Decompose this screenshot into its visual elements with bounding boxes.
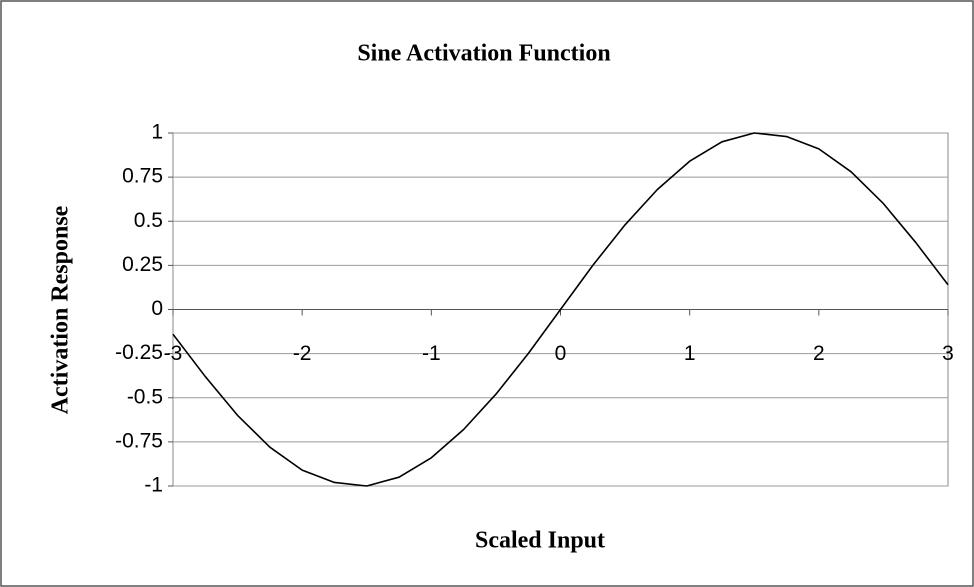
x-tick-label: 3 xyxy=(942,342,954,365)
x-tick-label: -2 xyxy=(293,342,312,365)
x-tick-label: 1 xyxy=(684,342,696,365)
y-tick-label: 1 xyxy=(151,121,163,144)
x-tick-label: -1 xyxy=(422,342,441,365)
x-axis-label: Scaled Input xyxy=(475,528,605,554)
y-tick-label: 0.5 xyxy=(134,209,163,232)
y-tick-label: -1 xyxy=(144,474,163,497)
x-tick-label: -3 xyxy=(164,342,183,365)
x-tick-label: 2 xyxy=(813,342,825,365)
y-tick-label: 0.75 xyxy=(122,165,163,188)
y-tick-label: -0.25 xyxy=(115,341,163,364)
y-tick-label: -0.5 xyxy=(127,385,163,408)
y-tick-label: 0.25 xyxy=(122,253,163,276)
x-tick-label: 0 xyxy=(555,342,567,365)
y-tick-label: -0.75 xyxy=(115,429,163,452)
chart-title: Sine Activation Function xyxy=(357,41,610,67)
y-tick-label: 0 xyxy=(151,297,163,320)
y-axis-label: Activation Response xyxy=(48,205,74,414)
line-series xyxy=(172,132,949,487)
